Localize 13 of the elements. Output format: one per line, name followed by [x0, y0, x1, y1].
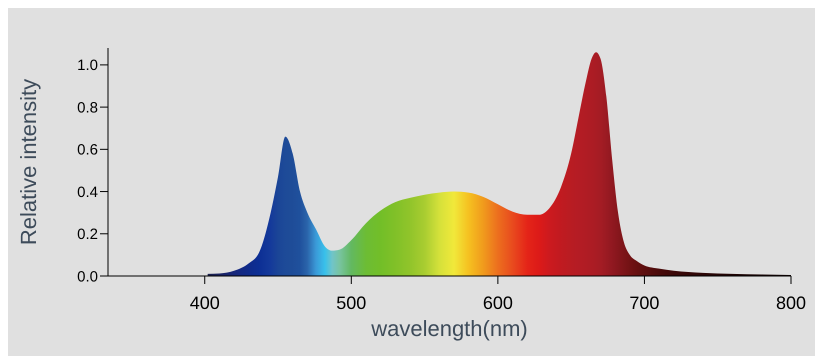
x-tick-label: 600 [482, 292, 513, 313]
y-tick-label: 0.2 [77, 226, 98, 244]
x-tick-label: 800 [776, 292, 806, 313]
y-tick-label: 0.6 [77, 142, 98, 159]
y-tick-label: 1.0 [77, 57, 98, 74]
y-tick-label: 0.0 [77, 268, 98, 286]
y-axis-title: Relative intensity [16, 78, 41, 246]
y-tick-label: 0.4 [77, 184, 98, 201]
x-tick-label: 700 [629, 292, 660, 313]
y-tick-label: 0.8 [77, 99, 98, 116]
x-tick-label: 400 [190, 292, 220, 313]
x-tick-label: 500 [336, 292, 366, 313]
x-axis-title: wavelength(nm) [370, 316, 528, 341]
